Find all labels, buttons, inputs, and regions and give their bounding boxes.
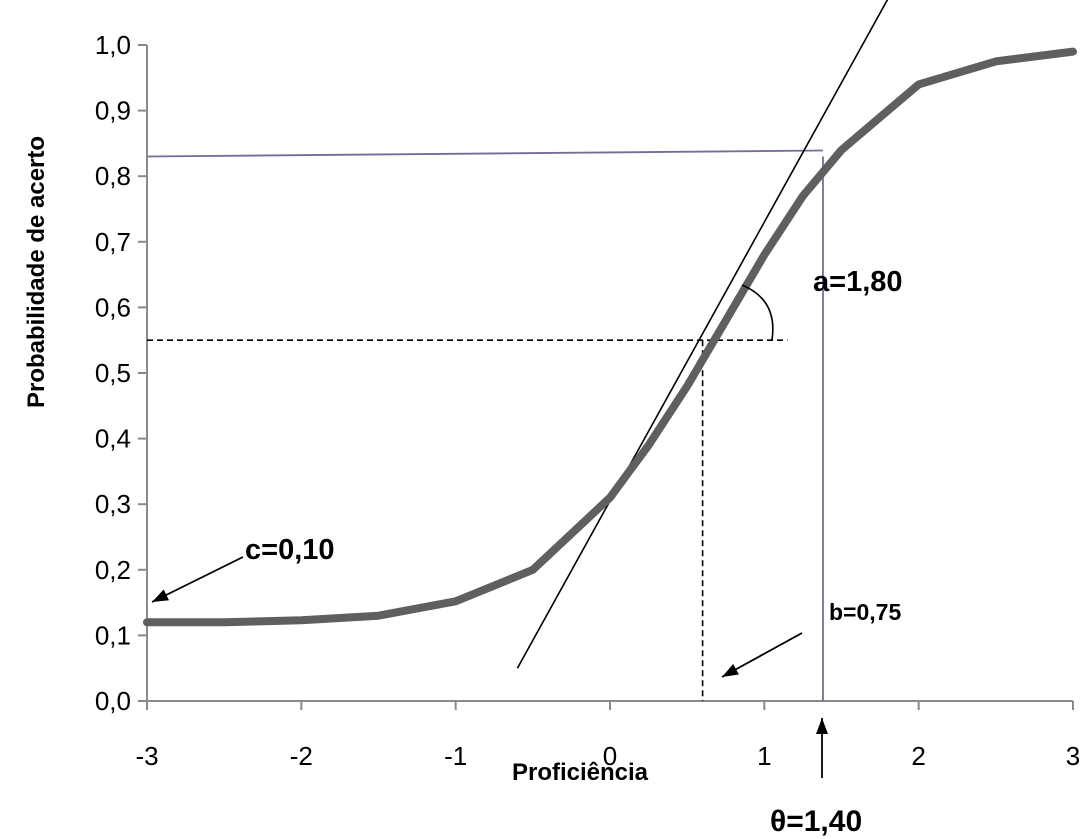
y-tick-label: 0,6 (95, 292, 131, 322)
x-tick-label: -1 (444, 741, 467, 771)
x-tick-label: 0 (603, 741, 617, 771)
x-tick-label: 1 (757, 741, 771, 771)
x-axis-title: Proficiência (512, 759, 649, 786)
theta-label: θ=1,40 (770, 805, 862, 838)
y-tick-label: 0,5 (95, 358, 131, 388)
annotations: a=1,80 b=0,75 c=0,10 θ=1,40 (151, 266, 903, 838)
icc-curve (143, 47, 1077, 627)
x-tick-label: 2 (911, 741, 925, 771)
y-tick-label: 0,3 (95, 489, 131, 519)
y-tick-label: 1,0 (95, 30, 131, 60)
x-tick-label: -3 (135, 741, 158, 771)
b-label: b=0,75 (829, 599, 901, 625)
y-tick-label: 0,8 (95, 161, 131, 191)
y-tick-label: 0,2 (95, 555, 131, 585)
reference-lines (146, 0, 889, 701)
x-tick-label: 3 (1066, 741, 1080, 771)
c-arrow-shaft (151, 556, 244, 603)
a-label: a=1,80 (813, 266, 903, 298)
y-tick-label: 0,0 (95, 686, 131, 716)
b-arrow-head (722, 664, 739, 677)
c-label: c=0,10 (245, 534, 335, 566)
y-tick-label: 0,7 (95, 227, 131, 257)
series-layer (143, 47, 1077, 627)
theta-horizontal-line (146, 149, 823, 158)
y-axis-title: Probabilidade de acerto (23, 136, 50, 408)
y-tick-label: 0,9 (95, 96, 131, 126)
c-arrow-head (152, 589, 170, 602)
axes: 0,0 0,1 0,2 0,3 0,4 0,5 0,6 0,7 0,8 0,9 1,0 -3 -2 -1 0… (95, 30, 1080, 771)
slope-angle-arc (741, 284, 774, 341)
y-tick-label: 0,4 (95, 424, 131, 454)
tangent-line (516, 0, 889, 669)
theta-arrow-head (816, 718, 828, 734)
x-tick-label: -2 (290, 741, 313, 771)
y-tick-label: 0,1 (95, 620, 131, 650)
